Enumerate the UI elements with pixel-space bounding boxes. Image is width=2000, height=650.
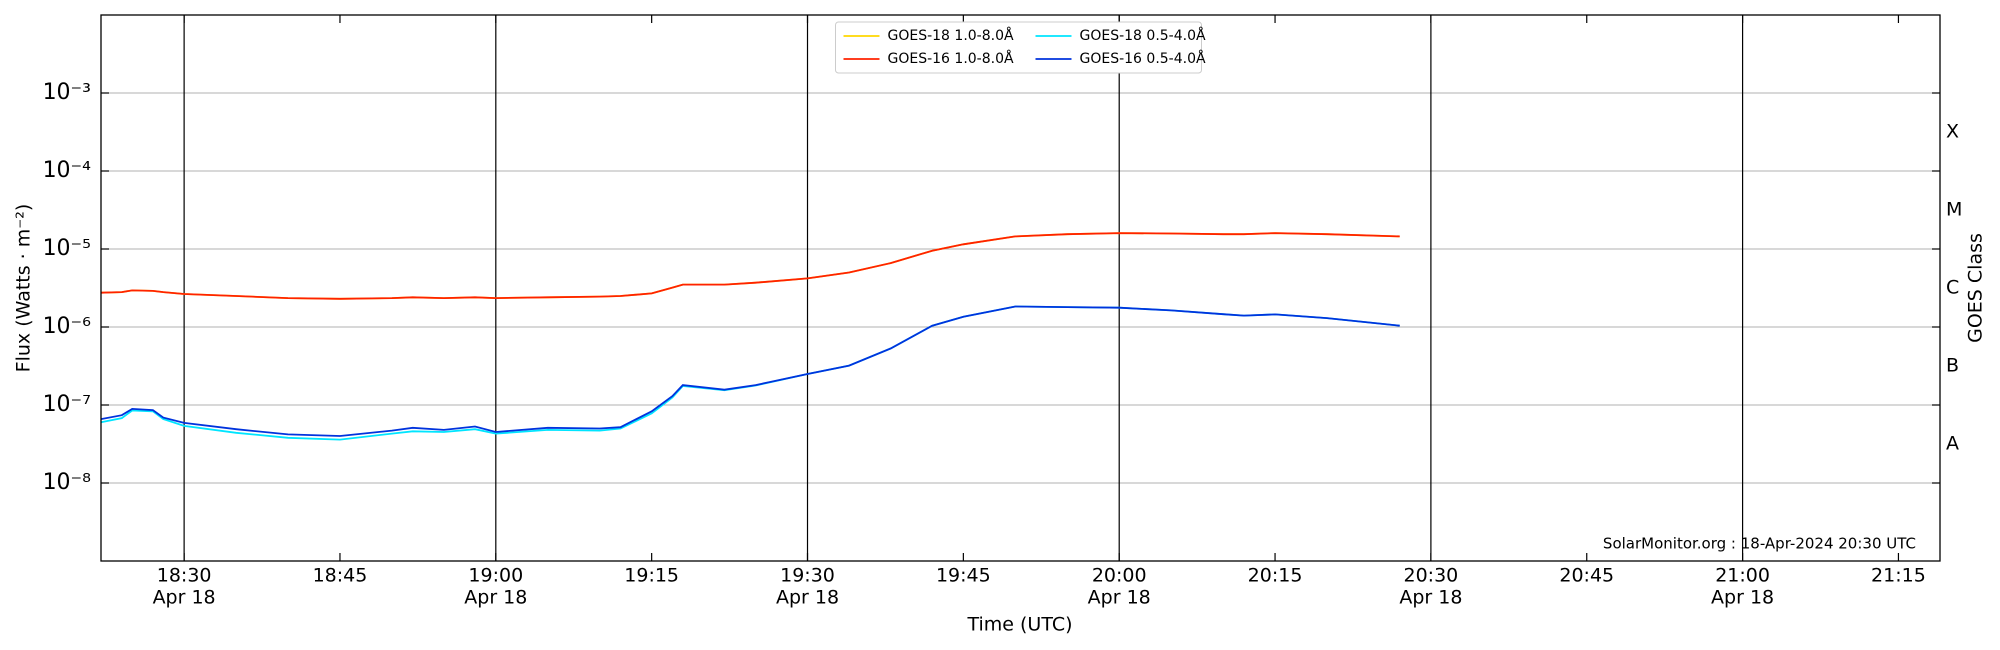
x-tick-label: 19:30 xyxy=(780,565,835,587)
y-tick-label: 10⁻⁷ xyxy=(43,392,91,417)
legend-label: GOES-16 1.0-8.0Å xyxy=(888,50,1014,67)
annotation: SolarMonitor.org : 18-Apr-2024 20:30 UTC xyxy=(1603,535,1916,553)
x-tick-sublabel: Apr 18 xyxy=(776,587,839,609)
x-tick-label: 19:15 xyxy=(624,565,679,587)
y2-tick-label: M xyxy=(1946,199,1962,221)
x-axis-label: Time (UTC) xyxy=(966,614,1072,636)
x-tick-label: 21:15 xyxy=(1871,565,1926,587)
plot-frame xyxy=(100,14,1941,562)
y2-axis-label: GOES Class xyxy=(1965,233,1987,343)
y2-tick-label: B xyxy=(1946,355,1959,377)
legend-label: GOES-18 0.5-4.0Å xyxy=(1080,27,1206,44)
x-tick-sublabel: Apr 18 xyxy=(1711,587,1774,609)
series-line xyxy=(100,305,1400,437)
x-tick-sublabel: Apr 18 xyxy=(464,587,527,609)
x-tick-sublabel: Apr 18 xyxy=(1088,587,1151,609)
x-tick-label: 20:30 xyxy=(1404,565,1459,587)
y-axis-label: Flux (Watts · m⁻²) xyxy=(13,204,35,373)
legend: GOES-18 1.0-8.0Å GOES-16 1.0-8.0Å GOES-18 … xyxy=(835,21,1206,74)
x-tick-label: 18:45 xyxy=(313,565,368,587)
series-line xyxy=(100,232,1400,300)
x-tick-label: 21:00 xyxy=(1715,565,1770,587)
x-tick-label: 20:45 xyxy=(1559,565,1614,587)
y-tick-label: 10⁻⁵ xyxy=(43,236,91,261)
legend-label: GOES-18 1.0-8.0Å xyxy=(888,27,1014,44)
x-tick-label: 20:00 xyxy=(1092,565,1147,587)
y-tick-label: 10⁻⁶ xyxy=(43,314,92,339)
x-tick-sublabel: Apr 18 xyxy=(1399,587,1462,609)
x-tick-sublabel: Apr 18 xyxy=(153,587,216,609)
y2-tick-label: A xyxy=(1946,433,1959,455)
y2-tick-label: C xyxy=(1946,277,1959,299)
y2-tick-label: X xyxy=(1946,121,1959,143)
x-tick-label: 18:30 xyxy=(157,565,212,587)
y-tick-label: 10⁻⁴ xyxy=(43,158,92,183)
x-tick-label: 19:00 xyxy=(468,565,523,587)
legend-label: GOES-16 0.5-4.0Å xyxy=(1080,50,1206,67)
x-tick-label: 20:15 xyxy=(1248,565,1303,587)
y-tick-label: 10⁻⁸ xyxy=(43,470,92,495)
legend-box xyxy=(835,21,1202,74)
x-tick-label: 19:45 xyxy=(936,565,991,587)
y-tick-label: 10⁻³ xyxy=(43,80,91,105)
